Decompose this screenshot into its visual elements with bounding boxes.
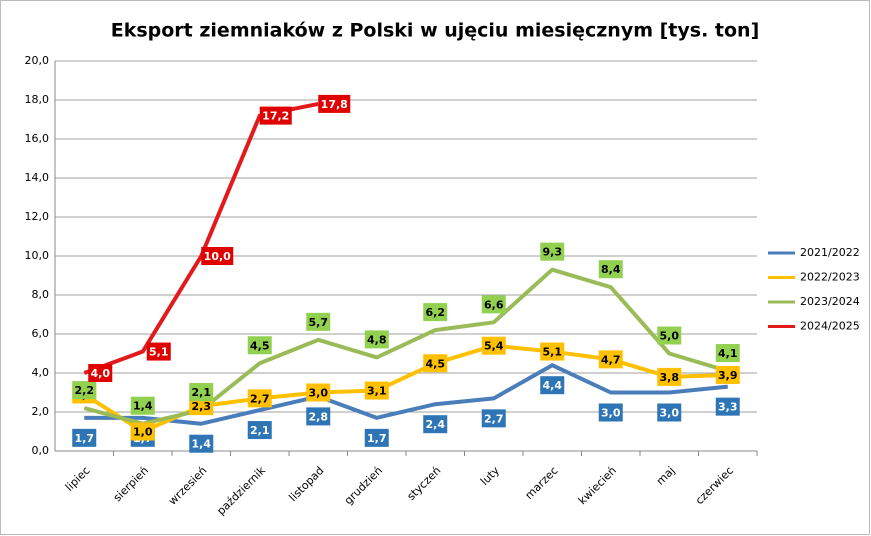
data-label-box xyxy=(423,354,448,373)
data-label: 3,1 xyxy=(367,385,387,398)
data-label: 1,4 xyxy=(192,438,212,451)
chart-title: Eksport ziemniaków z Polski w ujęciu mie… xyxy=(111,20,760,42)
data-label-box xyxy=(657,326,682,345)
data-label-box xyxy=(423,415,448,434)
data-label-box xyxy=(72,381,97,400)
data-label-box xyxy=(247,389,272,408)
data-label: 3,0 xyxy=(309,387,329,400)
legend-label: 2022/2023 xyxy=(800,271,860,284)
data-label-box xyxy=(189,383,214,402)
data-label-box xyxy=(306,312,331,331)
data-label-box xyxy=(247,421,272,440)
data-label-box xyxy=(247,336,272,355)
y-tick-label: 12,0 xyxy=(25,210,50,223)
data-label-box xyxy=(715,397,740,416)
data-label-box xyxy=(481,409,506,428)
data-label: 9,3 xyxy=(543,246,563,259)
y-tick-label: 16,0 xyxy=(25,132,50,145)
data-label: 5,1 xyxy=(543,346,563,359)
data-label: 2,3 xyxy=(192,400,212,413)
data-label-box xyxy=(259,106,292,125)
data-label: 10,0 xyxy=(204,250,231,263)
data-label-box xyxy=(364,330,389,349)
data-label: 6,2 xyxy=(426,306,446,319)
data-label: 3,9 xyxy=(718,369,738,382)
series-line xyxy=(84,363,728,426)
data-label-box xyxy=(306,383,331,402)
data-label-box xyxy=(72,428,97,447)
data-label: 2,8 xyxy=(309,410,329,423)
legend-label: 2023/2024 xyxy=(800,295,860,308)
data-label: 17,8 xyxy=(321,98,348,111)
data-label-box xyxy=(540,342,565,361)
y-tick-label: 8,0 xyxy=(32,288,50,301)
data-label: 5,4 xyxy=(484,340,504,353)
data-label: 3,0 xyxy=(660,407,680,420)
data-label-box xyxy=(540,242,565,261)
data-label-box xyxy=(481,336,506,355)
data-label: 5,7 xyxy=(309,316,329,329)
data-label-box xyxy=(201,247,234,265)
y-tick-label: 18,0 xyxy=(25,93,50,106)
data-label-box xyxy=(715,365,740,384)
data-label: 8,4 xyxy=(601,263,621,276)
data-label: 4,4 xyxy=(543,379,563,392)
data-label-box xyxy=(189,397,214,416)
data-label-box xyxy=(318,94,351,113)
y-tick-label: 14,0 xyxy=(25,171,50,184)
data-label-box xyxy=(423,303,448,322)
data-label: 2,7 xyxy=(484,412,504,425)
data-label: 3,0 xyxy=(601,407,621,420)
legend-label: 2021/2022 xyxy=(800,246,860,259)
data-label: 5,1 xyxy=(149,346,169,359)
data-label: 17,2 xyxy=(262,110,289,123)
data-label-box xyxy=(364,381,389,400)
data-label-box xyxy=(657,367,682,386)
data-label: 4,1 xyxy=(718,347,738,360)
data-label-box xyxy=(598,260,623,279)
data-label-box xyxy=(598,350,623,369)
data-label: 4,5 xyxy=(426,357,446,370)
data-label: 2,2 xyxy=(75,384,95,397)
data-label: 1,7 xyxy=(367,432,387,445)
data-label: 2,1 xyxy=(192,386,212,399)
data-label-box xyxy=(88,364,113,382)
data-label: 4,8 xyxy=(367,333,387,346)
y-tick-label: 20,0 xyxy=(25,54,50,67)
data-label: 3,3 xyxy=(718,401,738,414)
data-label: 4,5 xyxy=(250,339,270,352)
data-label-box xyxy=(715,344,740,363)
data-label-box xyxy=(130,396,155,415)
y-tick-label: 0,0 xyxy=(32,444,50,457)
data-label: 3,8 xyxy=(660,371,680,384)
data-label-box xyxy=(189,434,214,453)
data-label-box xyxy=(657,403,682,422)
data-label-box xyxy=(598,403,623,422)
legend-label: 2024/2025 xyxy=(800,320,860,333)
data-label: 2,4 xyxy=(426,418,446,431)
data-label-box xyxy=(540,376,565,395)
data-label: 2,7 xyxy=(250,392,270,405)
data-label-box xyxy=(481,295,506,314)
data-label: 4,7 xyxy=(601,353,621,366)
data-label-box xyxy=(364,428,389,447)
data-label: 2,1 xyxy=(250,424,270,437)
data-label: 4,0 xyxy=(91,367,111,380)
data-label-box xyxy=(146,342,171,361)
y-tick-label: 4,0 xyxy=(32,366,50,379)
data-label: 5,0 xyxy=(660,330,680,343)
y-tick-label: 2,0 xyxy=(32,405,50,418)
y-tick-label: 10,0 xyxy=(25,249,50,262)
data-label: 6,6 xyxy=(484,298,504,311)
data-label: 1,0 xyxy=(133,426,153,439)
data-label: 1,4 xyxy=(133,400,153,413)
data-label-box xyxy=(306,407,331,426)
data-label-box xyxy=(130,422,155,441)
data-label: 1,7 xyxy=(75,432,95,445)
y-tick-label: 6,0 xyxy=(32,327,50,340)
